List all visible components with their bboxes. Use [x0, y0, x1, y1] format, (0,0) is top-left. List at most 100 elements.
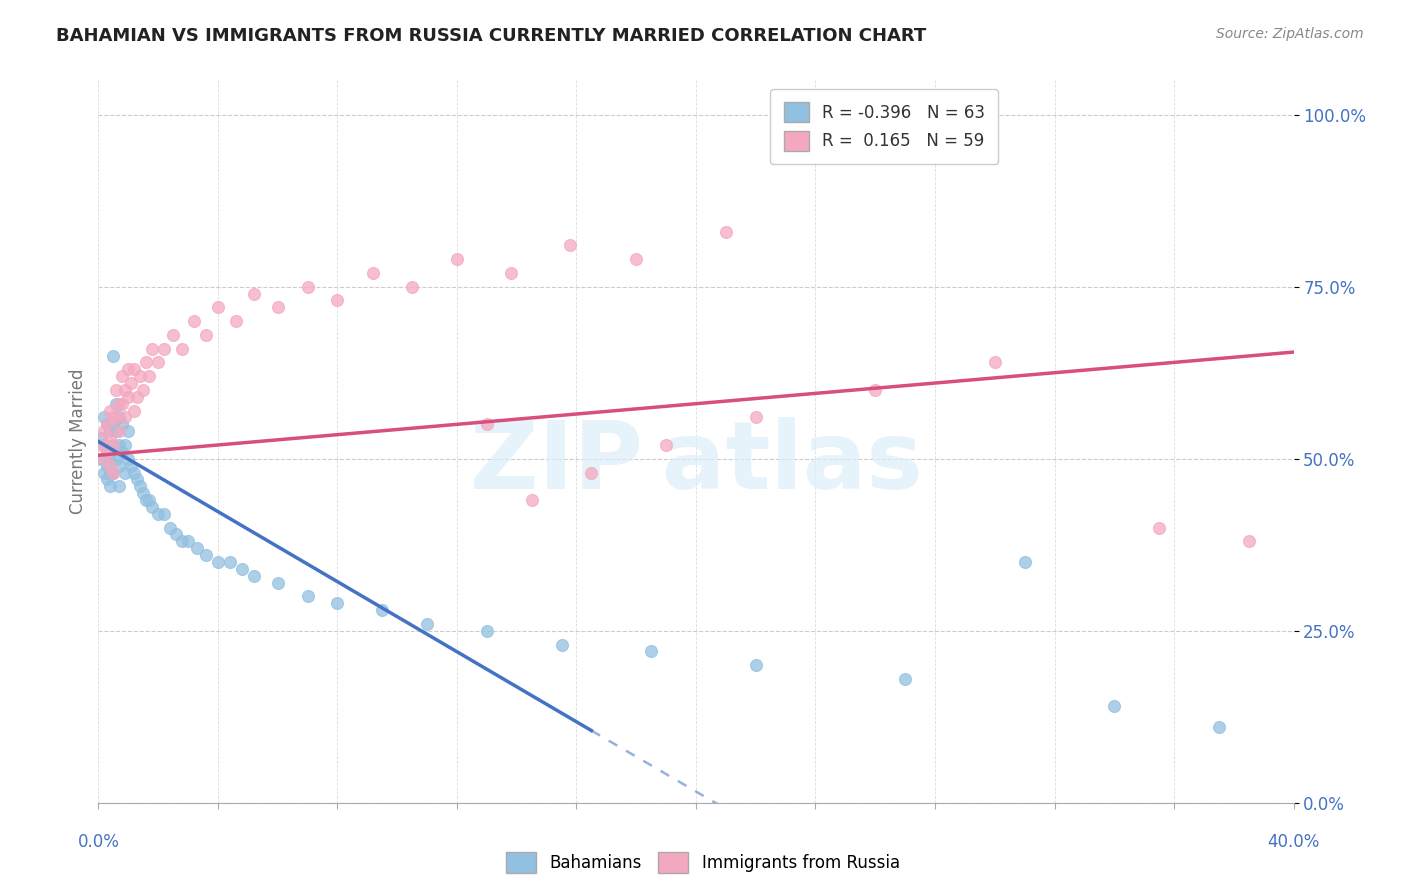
Point	[326, 293, 349, 308]
Point	[172, 342, 194, 356]
Point	[416, 616, 439, 631]
Point	[207, 301, 229, 315]
Point	[124, 403, 146, 417]
Point	[96, 472, 118, 486]
Point	[124, 362, 146, 376]
Point	[93, 466, 115, 480]
Point	[93, 424, 115, 438]
Point	[103, 466, 125, 480]
Point	[135, 493, 157, 508]
Point	[745, 410, 768, 425]
Point	[186, 541, 208, 556]
Legend: Bahamians, Immigrants from Russia: Bahamians, Immigrants from Russia	[499, 846, 907, 880]
Point	[117, 390, 139, 404]
Point	[141, 500, 163, 514]
Point	[148, 507, 170, 521]
Point	[105, 451, 128, 466]
Point	[98, 431, 122, 445]
Point	[297, 279, 319, 293]
Point	[114, 383, 136, 397]
Point	[172, 534, 194, 549]
Point	[297, 590, 319, 604]
Point	[90, 451, 112, 466]
Point	[105, 397, 128, 411]
Point	[894, 672, 917, 686]
Point	[129, 369, 152, 384]
Point	[108, 424, 131, 438]
Point	[1208, 720, 1230, 734]
Point	[581, 466, 603, 480]
Point	[267, 301, 290, 315]
Point	[550, 638, 572, 652]
Point	[1014, 555, 1036, 569]
Point	[153, 342, 176, 356]
Point	[105, 424, 128, 438]
Point	[96, 445, 118, 459]
Point	[114, 438, 136, 452]
Point	[105, 410, 128, 425]
Point	[90, 438, 112, 452]
Point	[111, 445, 134, 459]
Point	[96, 458, 118, 473]
Point	[326, 596, 349, 610]
Point	[111, 397, 134, 411]
Point	[98, 424, 122, 438]
Point	[520, 493, 543, 508]
Point	[98, 466, 122, 480]
Point	[117, 362, 139, 376]
Point	[105, 383, 128, 397]
Point	[141, 342, 163, 356]
Point	[129, 479, 152, 493]
Text: 40.0%: 40.0%	[1267, 833, 1320, 851]
Point	[98, 403, 122, 417]
Point	[207, 555, 229, 569]
Point	[93, 451, 115, 466]
Point	[108, 397, 131, 411]
Point	[103, 466, 125, 480]
Point	[103, 438, 125, 452]
Point	[132, 383, 155, 397]
Point	[1237, 534, 1260, 549]
Point	[127, 390, 149, 404]
Point	[132, 486, 155, 500]
Point	[640, 644, 662, 658]
Point	[93, 410, 115, 425]
Point	[195, 548, 218, 562]
Point	[108, 410, 131, 425]
Point	[98, 451, 122, 466]
Point	[401, 279, 423, 293]
Point	[108, 458, 131, 473]
Point	[120, 458, 142, 473]
Point	[124, 466, 146, 480]
Point	[865, 383, 887, 397]
Point	[127, 472, 149, 486]
Point	[103, 438, 125, 452]
Point	[655, 438, 678, 452]
Point	[984, 355, 1007, 369]
Legend: R = -0.396   N = 63, R =  0.165   N = 59: R = -0.396 N = 63, R = 0.165 N = 59	[770, 88, 998, 164]
Point	[153, 507, 176, 521]
Point	[111, 417, 134, 432]
Point	[162, 327, 184, 342]
Point	[183, 314, 205, 328]
Point	[108, 438, 131, 452]
Point	[475, 624, 498, 638]
Point	[177, 534, 200, 549]
Point	[714, 225, 737, 239]
Point	[117, 424, 139, 438]
Point	[225, 314, 247, 328]
Point	[475, 417, 498, 432]
Point	[446, 252, 468, 267]
Text: BAHAMIAN VS IMMIGRANTS FROM RUSSIA CURRENTLY MARRIED CORRELATION CHART: BAHAMIAN VS IMMIGRANTS FROM RUSSIA CURRE…	[56, 27, 927, 45]
Point	[93, 438, 115, 452]
Point	[371, 603, 394, 617]
Point	[103, 417, 125, 432]
Point	[243, 286, 266, 301]
Point	[626, 252, 648, 267]
Point	[243, 568, 266, 582]
Point	[98, 479, 122, 493]
Text: Source: ZipAtlas.com: Source: ZipAtlas.com	[1216, 27, 1364, 41]
Text: 0.0%: 0.0%	[77, 833, 120, 851]
Point	[114, 466, 136, 480]
Point	[96, 417, 118, 432]
